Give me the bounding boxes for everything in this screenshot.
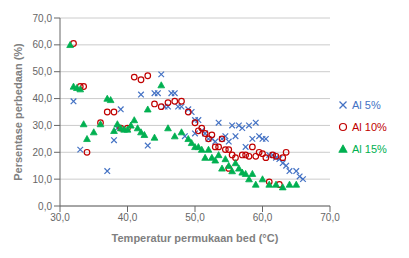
html-text:Al 10%: Al 10% — [352, 121, 387, 133]
svg-text:50,0: 50,0 — [33, 66, 53, 77]
svg-text:10,0: 10,0 — [33, 174, 53, 185]
svg-text:30,0: 30,0 — [33, 120, 53, 131]
svg-text:50,0: 50,0 — [185, 212, 205, 223]
svg-text:60,0: 60,0 — [253, 212, 273, 223]
svg-text:20,0: 20,0 — [33, 147, 53, 158]
svg-text:Temperatur permukaan bed (°C): Temperatur permukaan bed (°C) — [112, 232, 279, 244]
svg-text:70,0: 70,0 — [33, 13, 53, 24]
svg-text:70,0: 70,0 — [320, 212, 340, 223]
html-text:Al 5%: Al 5% — [352, 99, 381, 111]
html-text:Al 15%: Al 15% — [352, 143, 387, 155]
svg-text:40,0: 40,0 — [118, 212, 138, 223]
svg-text:Persentase perbedaan (%): Persentase perbedaan (%) — [12, 43, 24, 181]
svg-text:0,0: 0,0 — [38, 201, 52, 212]
svg-text:60,0: 60,0 — [33, 39, 53, 50]
svg-text:30,0: 30,0 — [50, 212, 70, 223]
svg-text:40,0: 40,0 — [33, 93, 53, 104]
